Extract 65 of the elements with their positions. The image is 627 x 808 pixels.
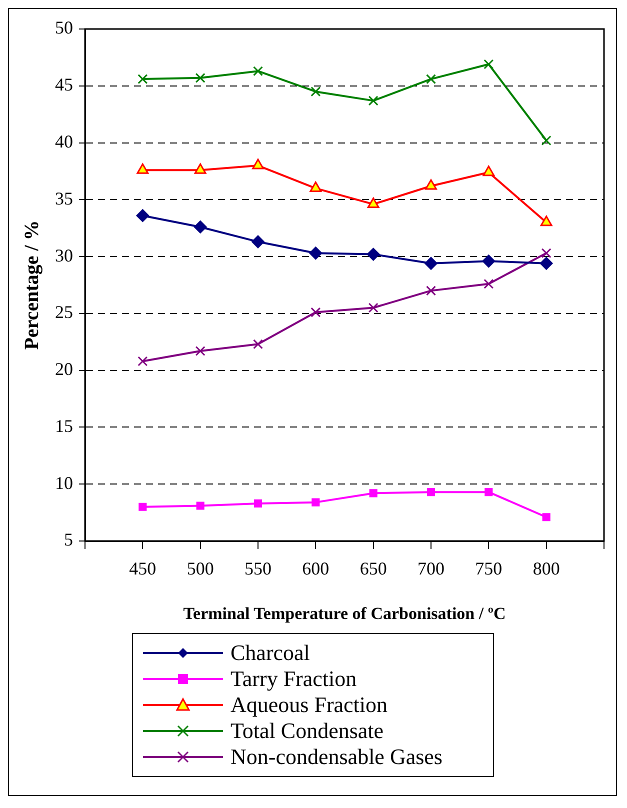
point bbox=[252, 235, 264, 248]
point bbox=[369, 489, 378, 498]
x-tick-label: 650 bbox=[360, 558, 387, 579]
point bbox=[136, 209, 150, 222]
x-tick-label: 750 bbox=[475, 558, 502, 579]
y-tick-label: 20 bbox=[55, 359, 73, 380]
y-tick-label: 30 bbox=[55, 245, 73, 266]
point bbox=[309, 246, 322, 260]
point bbox=[482, 254, 496, 268]
point bbox=[195, 346, 206, 356]
x-tick-label: 700 bbox=[418, 558, 444, 579]
point bbox=[310, 307, 321, 318]
point bbox=[426, 488, 436, 496]
point bbox=[253, 339, 263, 350]
point bbox=[484, 488, 493, 496]
point bbox=[252, 158, 264, 170]
point bbox=[542, 513, 550, 522]
legend-label: Charcoal bbox=[230, 640, 310, 666]
point bbox=[482, 166, 495, 176]
point bbox=[138, 502, 147, 511]
point bbox=[136, 163, 149, 174]
legend-label: Aqueous Fraction bbox=[230, 692, 388, 718]
point bbox=[253, 66, 263, 76]
x-tick-label: 500 bbox=[186, 558, 214, 579]
point bbox=[196, 502, 204, 510]
point bbox=[540, 216, 552, 226]
legend-label: Non-condensable Gases bbox=[230, 744, 442, 770]
point bbox=[368, 96, 378, 106]
y-tick-label: 50 bbox=[55, 18, 73, 38]
point bbox=[138, 356, 148, 366]
point bbox=[484, 278, 494, 289]
point bbox=[367, 197, 380, 208]
x-tick-label: 800 bbox=[532, 558, 560, 579]
point bbox=[484, 59, 494, 70]
point bbox=[310, 86, 321, 97]
point bbox=[254, 499, 262, 508]
point bbox=[541, 248, 552, 258]
point bbox=[366, 248, 380, 261]
x-tick-label: 450 bbox=[129, 558, 156, 579]
x-tick-label: 550 bbox=[244, 558, 272, 579]
point bbox=[194, 220, 207, 234]
y-axis-title: Percentage / % bbox=[21, 220, 44, 350]
point bbox=[541, 136, 552, 146]
point bbox=[540, 256, 553, 270]
legend-label: Tarry Fraction bbox=[230, 666, 357, 692]
y-tick-label: 5 bbox=[64, 530, 73, 550]
point bbox=[310, 182, 322, 192]
point bbox=[195, 72, 206, 83]
y-tick-label: 35 bbox=[55, 188, 73, 208]
y-tick-label: 45 bbox=[55, 74, 73, 95]
point bbox=[138, 74, 148, 84]
x-axis-title: Terminal Temperature of Carbonisation / ºC bbox=[183, 604, 506, 624]
y-tick-label: 40 bbox=[55, 132, 73, 152]
y-tick-label: 15 bbox=[55, 416, 73, 436]
point bbox=[424, 256, 438, 270]
point bbox=[368, 302, 378, 313]
x-tick-label: 600 bbox=[302, 558, 330, 579]
legend-label: Total Condensate bbox=[230, 718, 384, 744]
point bbox=[426, 74, 436, 84]
point bbox=[194, 163, 206, 174]
y-tick-label: 10 bbox=[55, 472, 73, 493]
y-tick-label: 25 bbox=[55, 302, 73, 322]
point bbox=[426, 286, 436, 296]
point bbox=[425, 179, 437, 190]
point bbox=[312, 498, 320, 506]
